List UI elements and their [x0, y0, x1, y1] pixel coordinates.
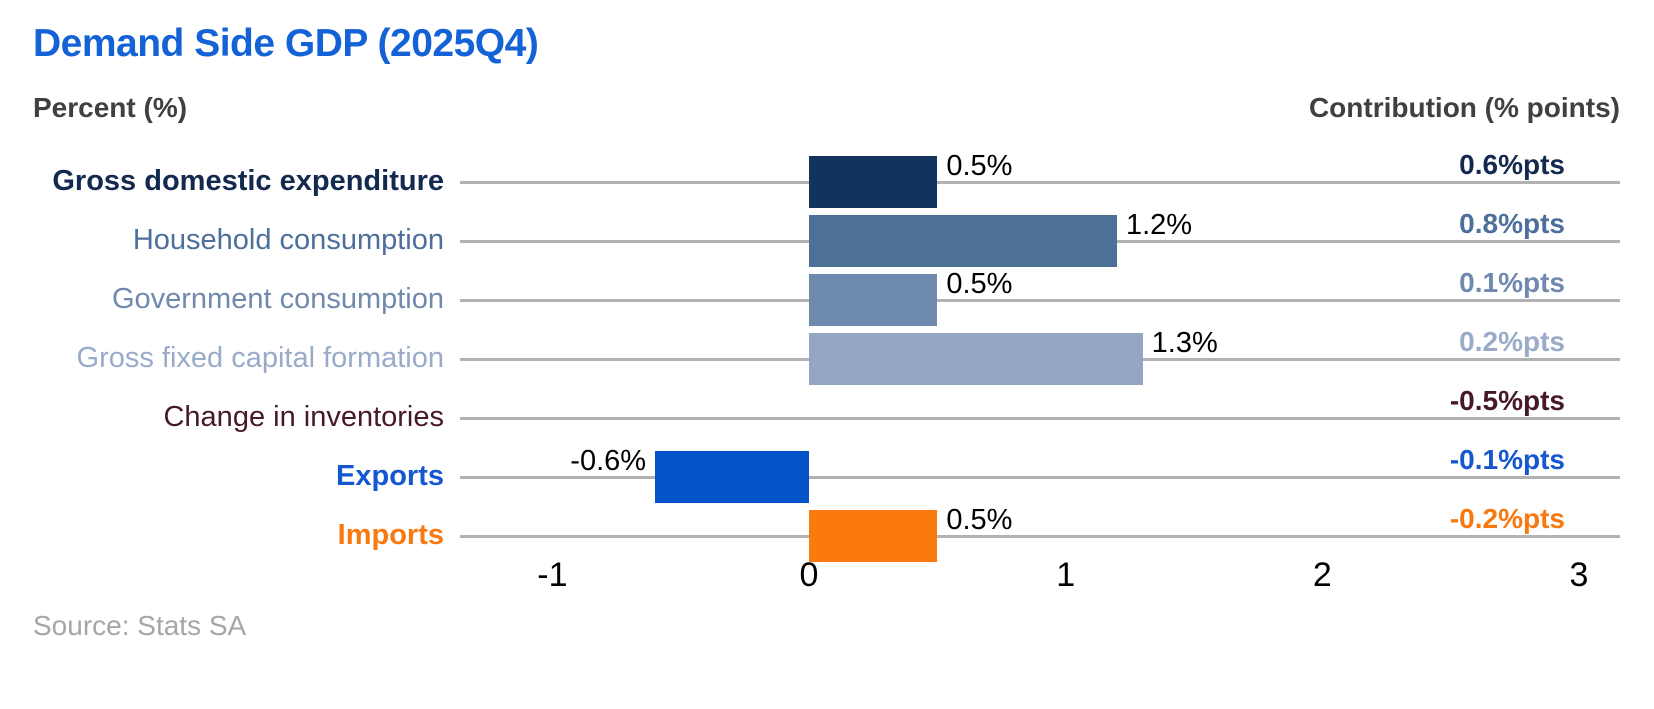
left-axis-header: Percent (%) [33, 92, 188, 123]
bar-value-label: 1.2% [1125, 208, 1193, 241]
bar-value-label: 0.5% [946, 149, 1013, 182]
row-gridline [460, 298, 1620, 302]
axis-headers: Percent (%) Contribution (% points) [33, 92, 1620, 124]
contribution-value: 0.6%pts [1459, 148, 1565, 180]
category-rows: Gross domestic expenditure 0.6%pts 0.5% … [0, 148, 1654, 565]
bar [655, 450, 809, 503]
x-axis-tick-area: -1 0 1 2 3 [460, 552, 1620, 598]
bar [809, 155, 938, 208]
bar [809, 214, 1117, 267]
row-chart-area: 0.2%pts 1.3% [460, 325, 1620, 388]
row-gridline [460, 534, 1620, 538]
row-gridline [460, 475, 1620, 479]
x-axis-spacer [0, 552, 460, 598]
x-axis-tick: -1 [537, 556, 568, 594]
x-axis-tick: 0 [799, 556, 819, 594]
x-axis-tick: 3 [1569, 556, 1589, 594]
contribution-value: -0.1%pts [1449, 443, 1565, 475]
row-chart-area: -0.5%pts [460, 384, 1620, 447]
row-gridline [460, 180, 1620, 184]
row-gridline [460, 416, 1620, 420]
row-chart-area: -0.1%pts -0.6% [460, 443, 1620, 506]
row-chart-area: -0.2%pts 0.5% [460, 502, 1620, 565]
contribution-value: -0.2%pts [1449, 502, 1565, 534]
bar [809, 332, 1143, 385]
contribution-value: 0.2%pts [1459, 325, 1565, 357]
category-label: Gross fixed capital formation [76, 342, 444, 374]
category-label: Household consumption [132, 224, 444, 256]
bar-value-label: 1.3% [1151, 326, 1218, 359]
right-axis-header: Contribution (% points) [1308, 92, 1620, 123]
row-chart-area: 0.6%pts 0.5% [460, 148, 1620, 211]
bar [809, 509, 938, 562]
category-row: Gross fixed capital formation 0.2%pts 1.… [0, 325, 1654, 388]
category-row: Gross domestic expenditure 0.6%pts 0.5% [0, 148, 1654, 211]
row-chart-area: 0.8%pts 1.2% [460, 207, 1620, 270]
category-label: Change in inventories [163, 401, 444, 433]
bar-value-label: 0.5% [946, 503, 1013, 536]
contribution-value: 0.1%pts [1459, 266, 1565, 298]
category-row: Change in inventories -0.5%pts [0, 384, 1654, 447]
category-row: Exports -0.1%pts -0.6% [0, 443, 1654, 506]
category-row: Government consumption 0.1%pts 0.5% [0, 266, 1654, 329]
bar-value-label: -0.6% [570, 444, 647, 477]
category-label: Imports [337, 519, 444, 551]
x-axis: -1 0 1 2 3 [0, 552, 1654, 598]
category-label: Exports [336, 460, 444, 492]
contribution-value: -0.5%pts [1449, 384, 1565, 416]
chart-title: Demand Side GDP (2025Q4) [33, 22, 539, 65]
category-label: Government consumption [111, 283, 444, 315]
category-row: Household consumption 0.8%pts 1.2% [0, 207, 1654, 270]
contribution-value: 0.8%pts [1459, 207, 1565, 239]
x-axis-tick: 1 [1056, 556, 1076, 594]
x-axis-tick: 2 [1312, 556, 1332, 594]
row-chart-area: 0.1%pts 0.5% [460, 266, 1620, 329]
bar [809, 273, 938, 326]
source-note: Source: Stats SA [33, 610, 247, 641]
category-label: Gross domestic expenditure [52, 165, 444, 197]
category-row: Imports -0.2%pts 0.5% [0, 502, 1654, 565]
bar-value-label: 0.5% [946, 267, 1013, 300]
